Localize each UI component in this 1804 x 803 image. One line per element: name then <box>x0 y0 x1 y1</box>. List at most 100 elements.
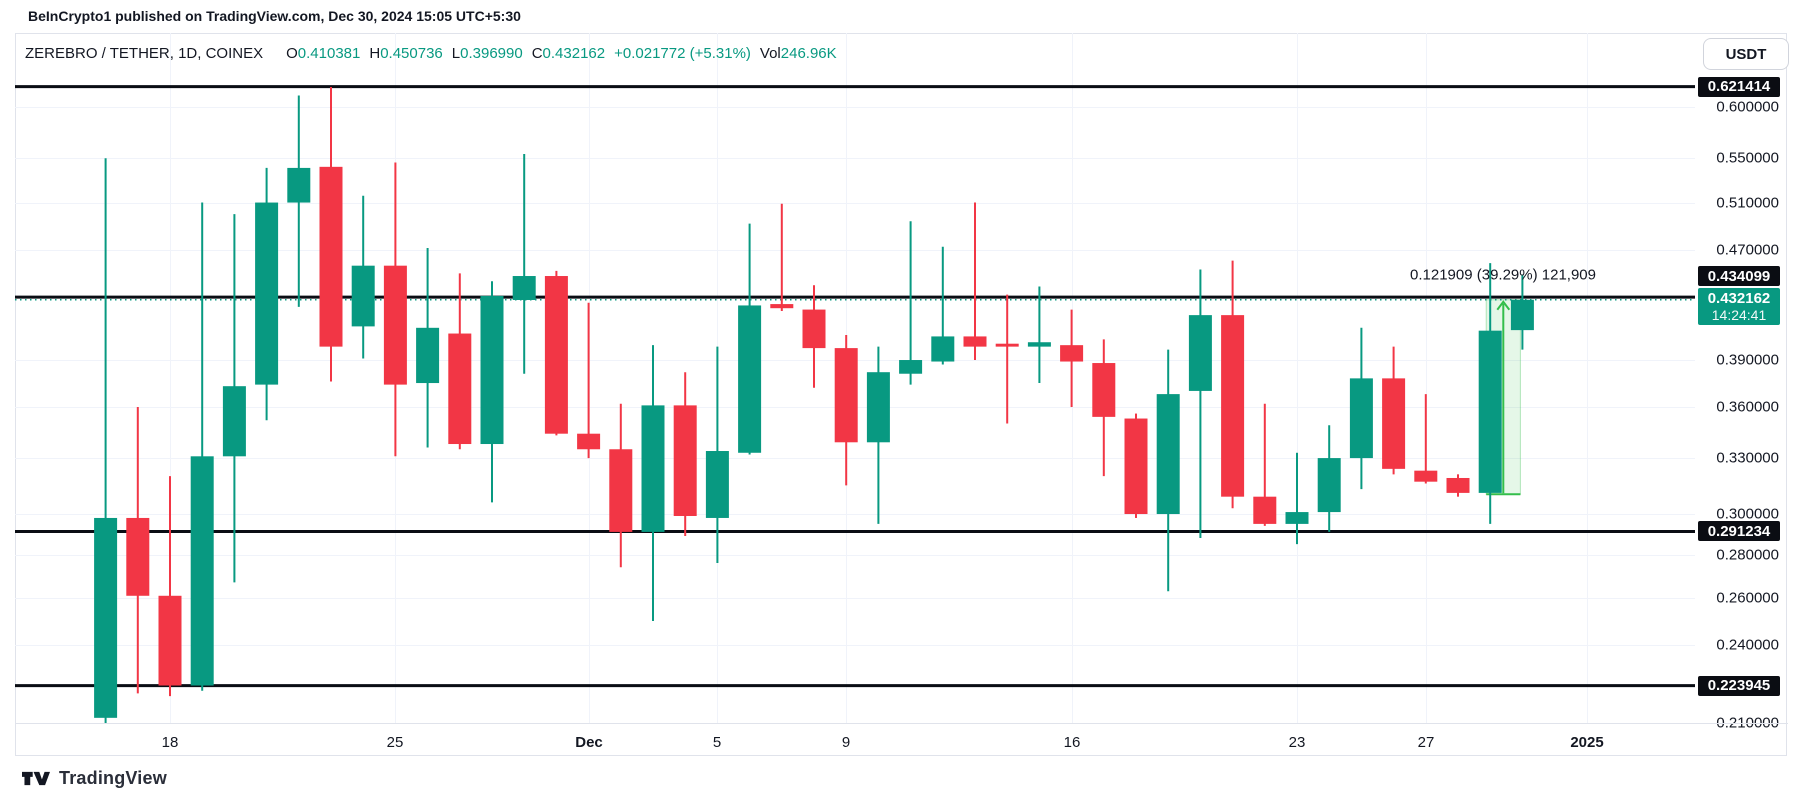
volume-label: Vol <box>759 45 781 62</box>
open-value: 0.410381 <box>297 45 361 62</box>
measure-arrowhead <box>1496 300 1511 311</box>
ohlc-low: L0.396990 <box>443 45 523 62</box>
candle-dec-5[interactable] <box>705 346 729 563</box>
candle-dec-25[interactable] <box>1349 327 1373 490</box>
tradingview-logo[interactable]: TradingView <box>22 768 167 789</box>
time-axis-separator <box>15 723 1788 724</box>
candle-body <box>1156 394 1180 515</box>
candle-nov-30[interactable] <box>544 270 568 436</box>
candle-dec-3[interactable] <box>641 345 665 622</box>
candle-nov-29[interactable] <box>512 153 536 374</box>
symbol-title[interactable]: ZEREBRO / TETHER, 1D, COINEX <box>25 45 264 62</box>
candle-body <box>126 517 150 596</box>
current-price-value: 0.432162 <box>1707 289 1771 307</box>
candle-dec-24[interactable] <box>1317 425 1341 532</box>
candle-body <box>1349 378 1373 459</box>
candle-dec-2[interactable] <box>609 403 633 568</box>
candle-body <box>899 360 923 374</box>
candle-dec-4[interactable] <box>673 372 697 536</box>
candle-body <box>802 309 826 349</box>
candle-nov-23[interactable] <box>319 86 343 382</box>
ohlc-high: H0.450736 <box>360 45 442 62</box>
candle-body <box>480 295 504 445</box>
candle-body <box>1221 315 1245 497</box>
candle-dec-11[interactable] <box>899 221 923 385</box>
candle-dec-10[interactable] <box>866 346 890 524</box>
candle-nov-18[interactable] <box>158 476 182 697</box>
candle-dec-26[interactable] <box>1382 346 1406 475</box>
candle-nov-28[interactable] <box>480 281 504 503</box>
candle-body <box>1478 330 1502 493</box>
candle-nov-25[interactable] <box>383 162 407 457</box>
candle-body <box>866 372 890 443</box>
candle-nov-21[interactable] <box>255 167 279 421</box>
tradingview-logo-icon <box>22 771 50 786</box>
candle-nov-26[interactable] <box>416 248 440 448</box>
candle-body <box>641 405 665 532</box>
bar-countdown: 14:24:41 <box>1711 306 1767 323</box>
candle-dec-21[interactable] <box>1221 260 1245 509</box>
candle-nov-19[interactable] <box>190 202 214 691</box>
candle-nov-16[interactable] <box>94 158 118 723</box>
low-label: L <box>451 45 461 62</box>
candle-body <box>1285 512 1309 524</box>
candle-dec-6[interactable] <box>738 223 762 455</box>
candle-body <box>222 386 246 457</box>
volume-value: 246.96K <box>780 45 837 62</box>
chart-legend: ZEREBRO / TETHER, 1D, COINEX O0.410381 H… <box>25 45 837 62</box>
candle-nov-24[interactable] <box>351 195 375 359</box>
candle-dec-12[interactable] <box>931 246 955 365</box>
candle-dec-8[interactable] <box>802 285 826 388</box>
candle-dec-16[interactable] <box>1060 309 1084 408</box>
candle-body <box>319 166 343 347</box>
candle-body <box>1253 496 1277 524</box>
candle-dec-28[interactable] <box>1446 474 1470 497</box>
candle-body <box>1060 345 1084 362</box>
currency-toggle-button[interactable]: USDT <box>1703 38 1789 70</box>
measure-tool-label: 0.121909 (39.29%) 121,909 <box>1410 266 1596 284</box>
candle-body <box>1414 470 1438 482</box>
candle-dec-13[interactable] <box>963 202 987 361</box>
candle-dec-20[interactable] <box>1188 269 1212 538</box>
candle-body <box>94 517 118 718</box>
candle-dec-27[interactable] <box>1414 394 1438 484</box>
candle-body <box>416 327 440 384</box>
candle-dec-30[interactable] <box>1510 275 1534 350</box>
candle-nov-20[interactable] <box>222 214 246 583</box>
tradingview-logo-text: TradingView <box>59 768 167 788</box>
candle-dec-7[interactable] <box>770 203 794 311</box>
candle-nov-27[interactable] <box>448 273 472 450</box>
candle-dec-17[interactable] <box>1092 339 1116 477</box>
candle-body <box>931 336 955 362</box>
candlestick-chart[interactable] <box>15 33 1695 723</box>
candle-body <box>158 595 182 686</box>
volume: Vol246.96K <box>751 45 837 62</box>
candle-dec-15[interactable] <box>1027 286 1051 384</box>
candle-dec-22[interactable] <box>1253 403 1277 526</box>
candle-dec-19[interactable] <box>1156 349 1180 592</box>
candle-body <box>1446 477 1470 493</box>
candle-body <box>705 451 729 518</box>
current-price-badge: 0.432162 14:24:41 <box>1698 288 1780 326</box>
candle-dec-23[interactable] <box>1285 452 1309 545</box>
candle-body <box>609 449 633 532</box>
close-value: 0.432162 <box>542 45 606 62</box>
candle-dec-29[interactable] <box>1478 263 1502 524</box>
candle-body <box>255 202 279 385</box>
candle-body <box>963 336 987 347</box>
candle-body <box>1027 342 1051 347</box>
candle-body <box>1188 315 1212 391</box>
candle-nov-22[interactable] <box>287 95 311 307</box>
change-value: +0.021772 (+5.31%) <box>614 45 751 62</box>
candle-dec-1[interactable] <box>577 302 601 459</box>
candle-dec-9[interactable] <box>834 334 858 486</box>
candle-dec-14[interactable] <box>995 294 1019 424</box>
candle-body <box>544 276 568 434</box>
candle-body <box>577 433 601 450</box>
candle-dec-18[interactable] <box>1124 413 1148 518</box>
ohlc-close: C0.432162 <box>523 45 605 62</box>
candle-body <box>512 276 536 300</box>
high-label: H <box>369 45 381 62</box>
candle-nov-17[interactable] <box>126 407 150 694</box>
